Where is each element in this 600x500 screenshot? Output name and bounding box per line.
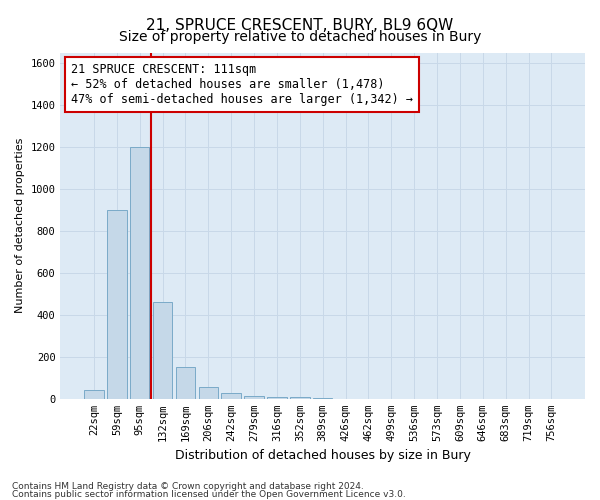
Text: Contains HM Land Registry data © Crown copyright and database right 2024.: Contains HM Land Registry data © Crown c… (12, 482, 364, 491)
Bar (313, 398, 332, 399)
Y-axis label: Number of detached properties: Number of detached properties (15, 138, 25, 314)
Bar (130, 147, 149, 399)
Bar (244, 396, 264, 399)
Bar (199, 388, 218, 399)
Text: Contains public sector information licensed under the Open Government Licence v3: Contains public sector information licen… (12, 490, 406, 499)
Bar (290, 396, 310, 399)
Bar (107, 210, 127, 399)
Bar (176, 368, 195, 399)
X-axis label: Distribution of detached houses by size in Bury: Distribution of detached houses by size … (175, 450, 470, 462)
Text: Size of property relative to detached houses in Bury: Size of property relative to detached ho… (119, 30, 481, 44)
Text: 21, SPRUCE CRESCENT, BURY, BL9 6QW: 21, SPRUCE CRESCENT, BURY, BL9 6QW (146, 18, 454, 32)
Bar (221, 392, 241, 399)
Text: 21 SPRUCE CRESCENT: 111sqm
← 52% of detached houses are smaller (1,478)
47% of s: 21 SPRUCE CRESCENT: 111sqm ← 52% of deta… (71, 63, 413, 106)
Bar (267, 396, 287, 399)
Bar (84, 390, 104, 399)
Bar (153, 302, 172, 399)
